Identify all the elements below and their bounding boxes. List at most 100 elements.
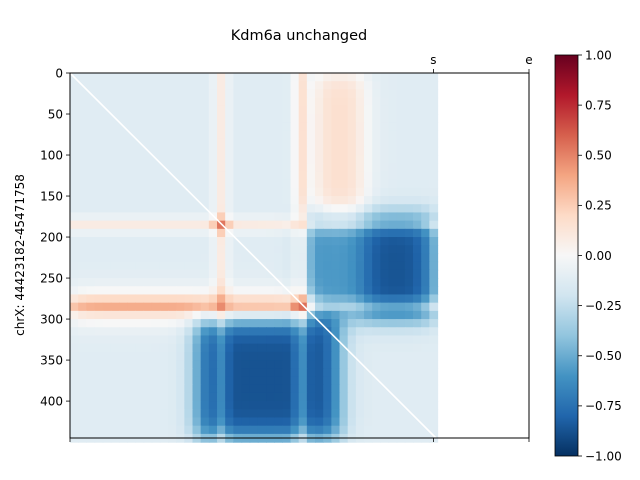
heatmap-cell [192, 155, 202, 164]
heatmap-cell [315, 409, 324, 419]
heatmap-cell [127, 146, 136, 156]
heatmap-cell [331, 392, 341, 402]
heatmap-cell [184, 319, 194, 328]
heatmap-cell [225, 401, 234, 410]
heatmap-cell [78, 187, 87, 197]
heatmap-cell [200, 122, 210, 132]
heatmap-cell [127, 81, 136, 90]
heatmap-cell [396, 212, 406, 222]
heatmap-cell [217, 122, 226, 132]
heatmap-cell [225, 245, 234, 255]
heatmap-cell [159, 114, 169, 123]
heatmap-cell [86, 368, 96, 378]
heatmap-cell [315, 286, 324, 296]
heatmap-cell [241, 269, 251, 279]
heatmap-cell [143, 327, 153, 337]
heatmap-cell [110, 401, 120, 410]
heatmap-cell [119, 105, 128, 115]
heatmap-cell [217, 89, 226, 99]
heatmap-cell [241, 220, 251, 230]
heatmap-cell [364, 417, 373, 427]
heatmap-cell [413, 368, 422, 378]
heatmap-cell [110, 220, 120, 230]
heatmap-cell [396, 335, 406, 345]
heatmap-cell [135, 220, 145, 230]
heatmap-cell [315, 187, 324, 197]
heatmap-cell [364, 327, 373, 337]
heatmap-cell [225, 204, 234, 214]
heatmap-cell [78, 384, 87, 394]
heatmap-cell [184, 138, 194, 148]
heatmap-cell [315, 343, 324, 353]
heatmap-cell [298, 310, 308, 320]
heatmap-cell [233, 155, 243, 164]
heatmap-cell [323, 269, 332, 279]
heatmap-cell [94, 114, 104, 123]
heatmap-cell [421, 278, 430, 287]
heatmap-cell [217, 294, 226, 304]
heatmap-cell [421, 360, 430, 369]
heatmap-cell [290, 269, 300, 279]
heatmap-cell [151, 220, 161, 230]
heatmap-cell [184, 228, 194, 238]
heatmap-cell [217, 302, 226, 312]
colorbar-tick-label: 0.00 [585, 249, 612, 263]
heatmap-cell [94, 105, 104, 115]
heatmap-cell [298, 278, 308, 287]
heatmap-cell [86, 212, 96, 222]
heatmap-cell [94, 261, 104, 271]
heatmap-cell [159, 237, 169, 246]
heatmap-cell [429, 97, 439, 107]
heatmap-cell [396, 130, 406, 140]
heatmap-cell [225, 89, 234, 99]
heatmap-cell [102, 302, 112, 312]
heatmap-cell [217, 343, 226, 353]
heatmap-cell [257, 351, 267, 361]
heatmap-cell [143, 269, 153, 279]
heatmap-cell [282, 89, 292, 99]
heatmap-cell [70, 146, 79, 156]
heatmap-cell [78, 196, 87, 205]
heatmap-cell [388, 155, 398, 164]
heatmap-cell [110, 286, 120, 296]
heatmap-cell [70, 228, 79, 238]
heatmap-cell [143, 409, 153, 419]
heatmap-cell [86, 146, 96, 156]
heatmap-cell [331, 335, 341, 345]
heatmap-cell [339, 187, 349, 197]
heatmap-cell [372, 196, 381, 205]
heatmap-cell [119, 302, 128, 312]
heatmap-cell [396, 105, 406, 115]
heatmap-cell [298, 81, 308, 90]
heatmap-cell [159, 368, 169, 378]
heatmap-cell [282, 163, 292, 173]
heatmap-cell [102, 146, 112, 156]
heatmap-cell [249, 237, 259, 246]
heatmap-cell [241, 253, 251, 263]
heatmap-cell [86, 384, 96, 394]
heatmap-cell [135, 368, 145, 378]
heatmap-cell [94, 163, 104, 173]
heatmap-cell [429, 401, 439, 410]
heatmap-cell [429, 327, 439, 337]
heatmap-cell [315, 130, 324, 140]
heatmap-cell [249, 302, 259, 312]
heatmap-cell [119, 253, 128, 263]
heatmap-cell [298, 294, 308, 304]
heatmap-cell [168, 179, 177, 189]
heatmap-cell [306, 360, 316, 369]
heatmap-cell [176, 114, 185, 123]
heatmap-cell [323, 310, 332, 320]
heatmap-cell [176, 171, 185, 181]
heatmap-cell [241, 343, 251, 353]
heatmap-cell [298, 237, 308, 246]
heatmap-cell [200, 278, 210, 287]
heatmap-cell [266, 138, 275, 148]
heatmap-cell [421, 401, 430, 410]
heatmap-cell [404, 245, 414, 255]
heatmap-cell [217, 286, 226, 296]
heatmap-cell [233, 196, 243, 205]
heatmap-cell [347, 97, 357, 107]
heatmap-cell [249, 146, 259, 156]
heatmap-cell [404, 327, 414, 337]
